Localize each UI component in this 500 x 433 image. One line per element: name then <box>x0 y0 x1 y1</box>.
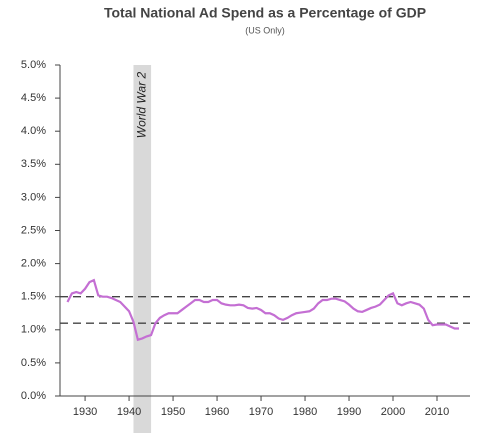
y-tick-label: 5.0% <box>21 59 46 71</box>
x-tick-label: 1970 <box>249 406 273 418</box>
y-tick-label: 0.0% <box>21 390 46 402</box>
y-tick-label: 3.5% <box>21 158 46 170</box>
shaded-span <box>133 65 152 433</box>
y-tick-label: 2.0% <box>21 258 46 270</box>
x-tick-label: 2010 <box>425 406 449 418</box>
span-label: World War 2 <box>134 71 148 138</box>
y-tick-label: 1.5% <box>21 291 46 303</box>
data-line <box>66 278 460 342</box>
x-tick-label: 1990 <box>337 406 361 418</box>
x-tick-label: 1940 <box>117 406 141 418</box>
y-tick-label: 0.5% <box>21 357 46 369</box>
x-tick-label: 2000 <box>381 406 405 418</box>
x-tick-label: 1960 <box>205 406 229 418</box>
x-tick-label: 1980 <box>293 406 317 418</box>
chart-title: Total National Ad Spend as a Percentage … <box>104 5 426 21</box>
y-tick-label: 4.0% <box>21 125 46 137</box>
y-tick-label: 3.0% <box>21 191 46 203</box>
y-tick-label: 2.5% <box>21 224 46 236</box>
x-tick-label: 1930 <box>73 406 97 418</box>
y-tick-label: 1.0% <box>21 324 46 336</box>
x-tick-label: 1950 <box>161 406 185 418</box>
y-tick-label: 4.5% <box>21 92 46 104</box>
chart-subtitle: (US Only) <box>245 25 285 35</box>
